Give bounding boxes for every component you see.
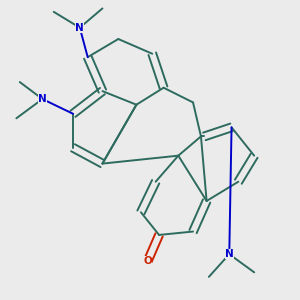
Text: O: O <box>143 256 152 266</box>
Text: N: N <box>225 249 234 259</box>
Text: N: N <box>38 94 47 104</box>
Text: N: N <box>75 23 84 33</box>
